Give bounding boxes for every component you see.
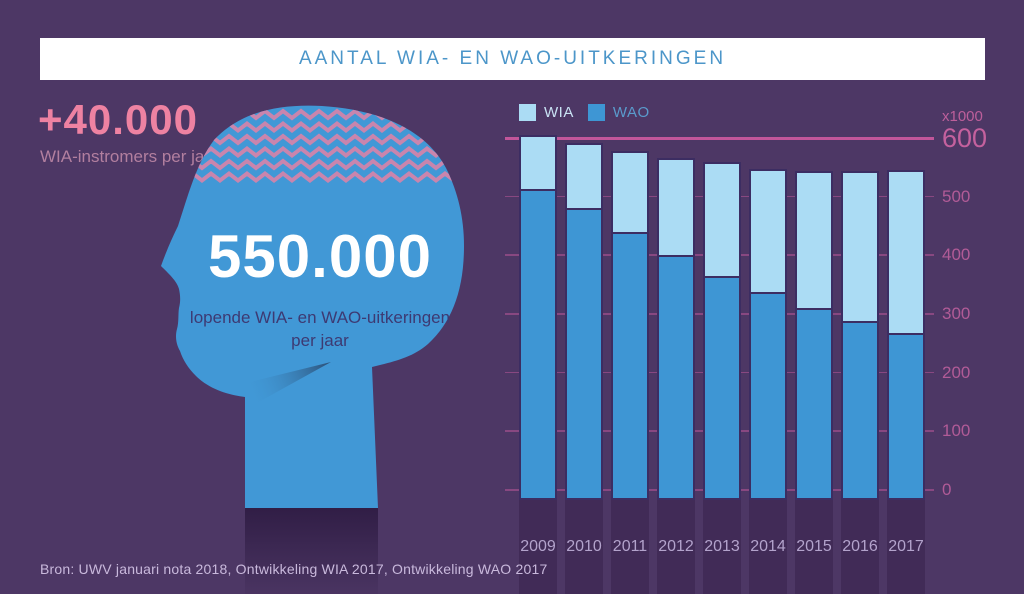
axis-unit-label: x1000	[942, 108, 983, 125]
bar-2017	[887, 170, 925, 500]
bar-2013	[703, 162, 741, 500]
bar-shadow	[565, 500, 603, 594]
zigzag-row	[161, 170, 464, 184]
legend-item-wia: WIA	[519, 104, 574, 121]
inflow-number: +40.000	[38, 96, 198, 143]
axis-tick-label: 300	[942, 304, 971, 323]
bar-2012	[657, 157, 695, 500]
axis-tick-label: 0	[942, 480, 952, 499]
head-number: 550.000	[208, 223, 432, 290]
year-label-2013: 2013	[704, 538, 740, 555]
bar-shadow	[841, 500, 879, 594]
head-caption-line2: per jaar	[291, 331, 349, 350]
legend-label: WAO	[612, 104, 650, 121]
legend-swatch-icon	[587, 104, 605, 121]
head-caption-line1: lopende WIA- en WAO-uitkeringen	[189, 308, 451, 327]
bar-segment-wia	[843, 172, 877, 322]
bar-segment-wia	[797, 172, 831, 308]
axis-tick-label: 500	[942, 186, 971, 206]
legend-label: WIA	[544, 104, 574, 121]
bar-2010	[565, 143, 603, 500]
bar-segment-wia	[659, 159, 693, 255]
bar-segment-wao	[843, 321, 877, 498]
bar-shadow	[519, 500, 557, 594]
bar-segment-wao	[659, 254, 693, 498]
bar-segment-wia	[705, 164, 739, 277]
chin-fold-shadow	[246, 362, 331, 409]
head-silhouette	[161, 105, 464, 508]
bar-2015	[795, 170, 833, 500]
bar-2011	[611, 150, 649, 500]
bar-segment-wao	[889, 333, 923, 498]
axis-tick-label: 600	[942, 123, 988, 153]
bar-shadow	[611, 500, 649, 594]
bar-shadow	[657, 500, 695, 594]
year-label-2010: 2010	[566, 538, 602, 555]
year-label-2014: 2014	[750, 538, 786, 555]
bar-shadow	[703, 500, 741, 594]
legend-item-wao: WAO	[587, 104, 650, 121]
bar-2014	[749, 169, 787, 500]
bar-segment-wao	[797, 307, 831, 498]
axis-tick-label: 400	[942, 245, 971, 265]
bar-segment-wia	[751, 171, 785, 292]
head-caption: lopende WIA- en WAO-uitkeringen per jaar	[170, 306, 470, 352]
bar-segment-wia	[613, 152, 647, 233]
bar-shadow	[795, 500, 833, 594]
bar-segment-wao	[521, 188, 555, 498]
bar-segment-wia	[889, 172, 923, 333]
zigzag-row	[161, 158, 464, 171]
bar-segment-wao	[613, 232, 647, 498]
neck-shadow	[245, 508, 378, 594]
bar-segment-wao	[751, 291, 785, 498]
year-label-2016: 2016	[842, 538, 878, 555]
page-title: AANTAL WIA- EN WAO-UITKERINGEN	[298, 48, 727, 69]
year-label-2012: 2012	[658, 538, 694, 555]
source-note: Bron: UWV januari nota 2018, Ontwikkelin…	[40, 561, 548, 577]
bar-segment-wia	[567, 145, 601, 209]
bar-shadow	[887, 500, 925, 594]
year-label-2015: 2015	[796, 538, 832, 555]
axis-tick-label: 200	[942, 362, 971, 382]
bar-segment-wao	[567, 208, 601, 498]
year-label-2011: 2011	[612, 538, 648, 555]
bar-2009	[519, 135, 557, 500]
inflow-caption: WIA-instromers per jaar	[40, 147, 220, 166]
legend-swatch-icon	[519, 104, 536, 121]
gridline-600	[505, 137, 934, 140]
chart-legend: WIA WAO	[519, 104, 650, 121]
bar-shadow	[749, 500, 787, 594]
bar-2016	[841, 170, 879, 500]
bar-segment-wao	[705, 276, 739, 498]
bar-segment-wia	[521, 137, 555, 189]
title-bar: AANTAL WIA- EN WAO-UITKERINGEN	[40, 38, 985, 80]
axis-tick-label: 100	[942, 421, 971, 441]
year-label-2017: 2017	[888, 538, 924, 555]
year-label-2009: 2009	[520, 538, 556, 555]
